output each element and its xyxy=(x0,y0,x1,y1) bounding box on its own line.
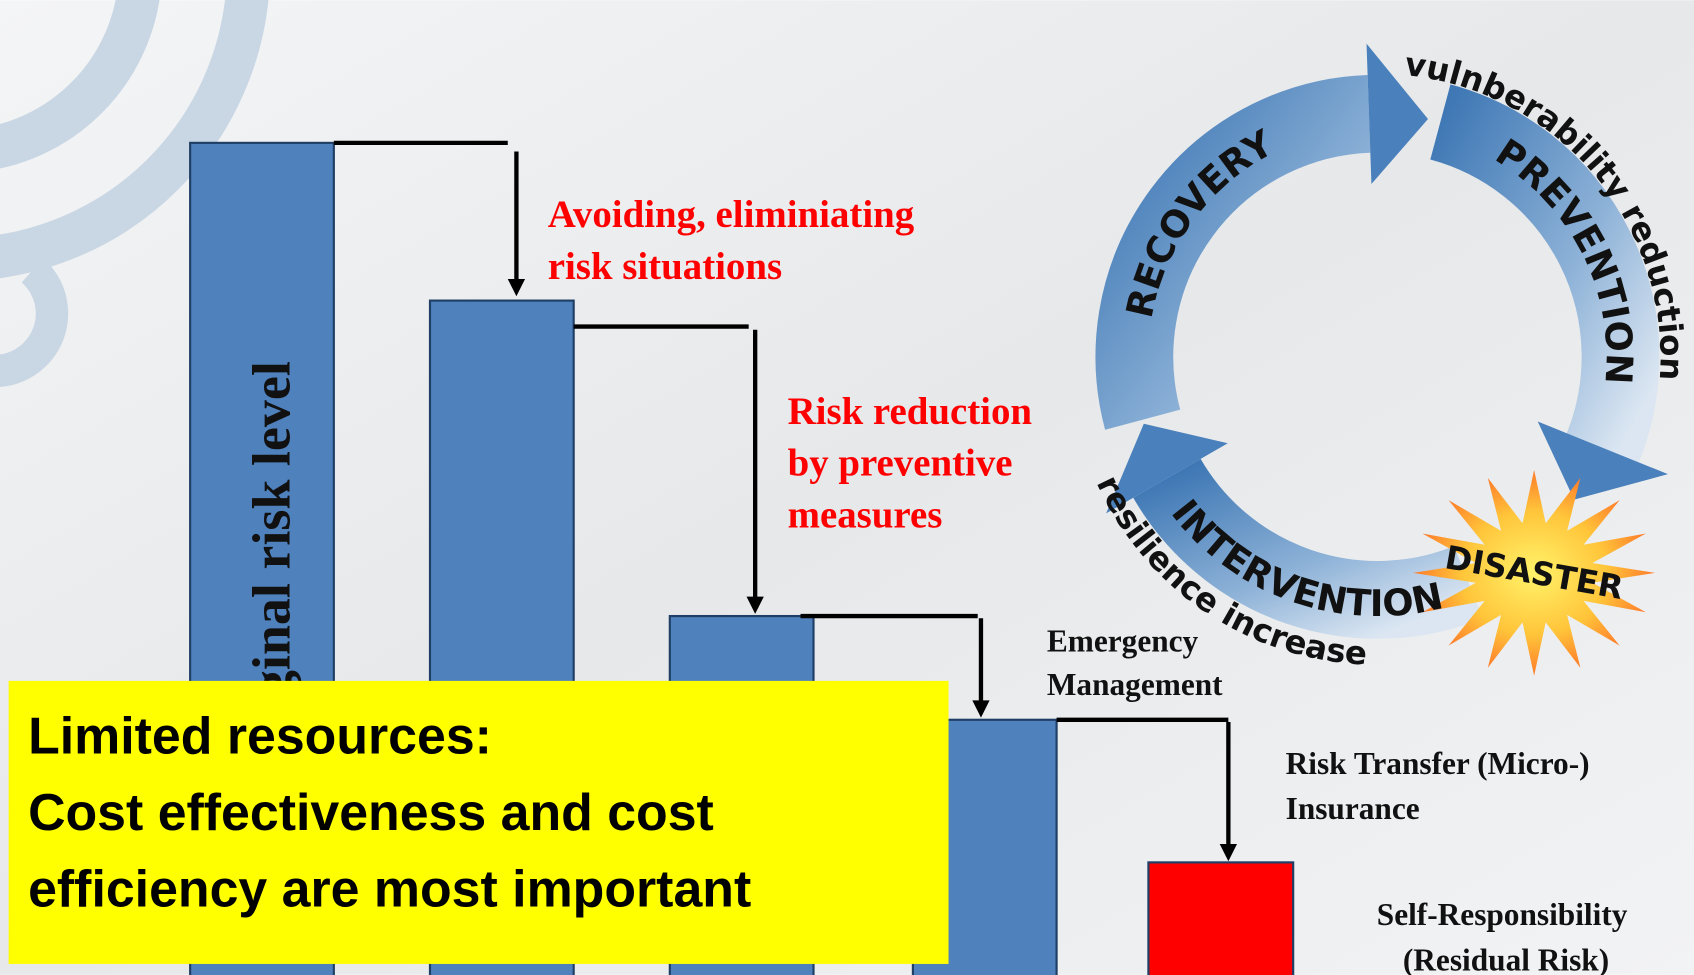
line: measures xyxy=(788,493,943,536)
residual-bar xyxy=(1148,862,1293,975)
line: Risk Transfer (Micro-) xyxy=(1286,746,1590,781)
line: efficiency are most important xyxy=(28,860,751,918)
line: Insurance xyxy=(1286,791,1420,826)
line: risk situations xyxy=(548,245,782,288)
line: (Residual Risk) xyxy=(1403,942,1609,975)
line: Management xyxy=(1047,667,1223,702)
line: Risk reduction xyxy=(788,390,1033,433)
line: Cost effectiveness and cost xyxy=(28,783,714,841)
slide: Original risk level Avoiding, eliminiati… xyxy=(0,0,1694,975)
line: by preventive xyxy=(788,442,1013,485)
line: Emergency xyxy=(1047,624,1199,659)
line: Limited resources: xyxy=(28,706,492,764)
line: Avoiding, eliminiating xyxy=(548,193,915,236)
line: Self-Responsibility xyxy=(1377,897,1628,932)
